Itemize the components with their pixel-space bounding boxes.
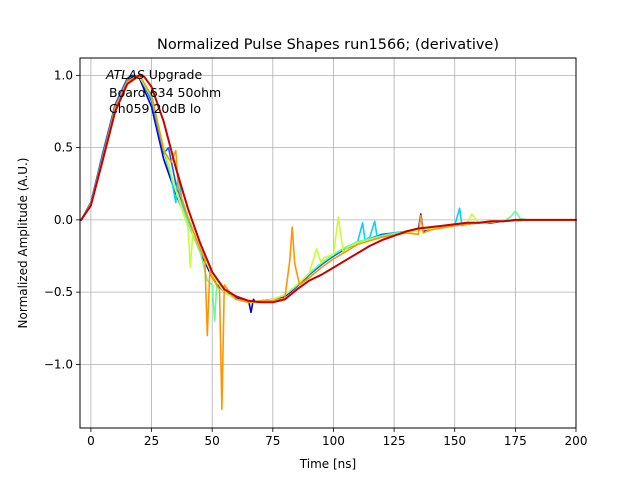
annotation-channel: Ch059 20dB lo [109,101,201,116]
x-tick-label: 200 [565,434,588,448]
annotation-atlas: ATLAS [105,67,145,82]
x-tick-label: 25 [144,434,159,448]
x-tick-label: 50 [205,434,220,448]
annotation-upgrade: Upgrade [145,67,203,82]
y-tick-label: 0.0 [54,213,73,227]
plot-frame [79,57,577,429]
y-axis-label: Normalized Amplitude (A.U.) [16,158,30,329]
tick-layer: 0 25 50 75 100 125 150 175 200 −1.0 −0.5 0.0 0.5 1.0 [44,68,588,448]
y-tick-label: 1.0 [54,68,73,82]
x-tick-label: 125 [383,434,406,448]
annotation-atlas-line: ATLAS Upgrade [105,67,202,82]
chart-title: Normalized Pulse Shapes run1566; (deriva… [157,37,499,53]
x-tick-label: 100 [322,434,345,448]
x-tick-label: 75 [265,434,280,448]
y-tick-label: 0.5 [54,141,73,155]
x-axis-label: Time [ns] [299,457,356,471]
y-tick-label: −1.0 [44,357,73,371]
series-layer [80,74,577,411]
x-tick-label: 175 [504,434,527,448]
x-tick-label: 0 [87,434,95,448]
annotation-board: Board 634 50ohm [109,85,221,100]
series-line-7 [80,74,577,304]
series-line-6 [80,74,577,411]
x-tick-label: 150 [443,434,466,448]
y-tick-label: −0.5 [44,285,73,299]
